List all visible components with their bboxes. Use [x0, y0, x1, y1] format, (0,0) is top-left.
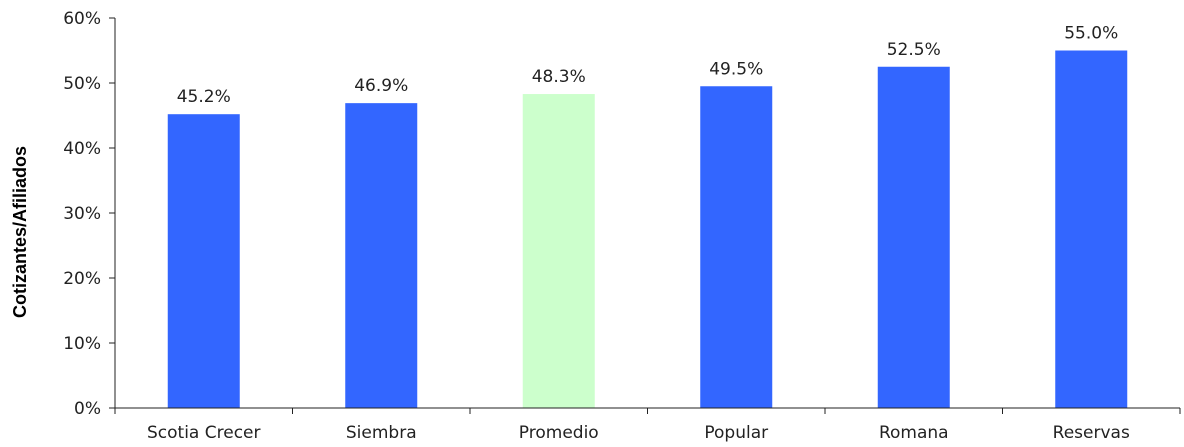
data-labels: 45.2% 46.9% 48.3% 49.5% 52.5% 55.0% [177, 24, 1119, 108]
x-category-label: Scotia Crecer [147, 423, 261, 443]
y-axis-title-group: Cotizantes/Afiliados [10, 146, 30, 318]
y-tick-label: 10% [63, 334, 101, 354]
x-category-label: Romana [879, 423, 949, 443]
y-tick-label: 50% [63, 74, 101, 94]
bars [167, 50, 1128, 409]
bar-value-label: 48.3% [532, 67, 586, 87]
bar-value-label: 45.2% [177, 87, 231, 107]
y-tick-label: 20% [63, 269, 101, 289]
bar [522, 94, 595, 409]
x-category-label: Reservas [1053, 423, 1130, 443]
bar [1055, 50, 1128, 408]
x-category-label: Popular [704, 423, 768, 443]
y-tick-label: 0% [74, 399, 101, 419]
x-category-label: Siembra [346, 423, 417, 443]
y-tick-label: 60% [63, 9, 101, 29]
bar-value-label: 52.5% [887, 40, 941, 60]
y-tick-label: 40% [63, 139, 101, 159]
bar-value-label: 49.5% [709, 59, 763, 79]
bar-value-label: 46.9% [354, 76, 408, 96]
y-axis-ticks: 0% 10% 20% 30% 40% 50% 60% [63, 9, 116, 419]
bar [345, 103, 418, 409]
bar-value-label: 55.0% [1064, 24, 1118, 44]
y-tick-label: 30% [63, 204, 101, 224]
bar [167, 114, 240, 408]
bar [700, 86, 773, 408]
y-axis-title: Cotizantes/Afiliados [10, 146, 30, 318]
bar [877, 66, 950, 408]
x-axis: Scotia Crecer Siembra Promedio Popular Roman… [114, 407, 1181, 443]
x-category-label: Promedio [519, 423, 599, 443]
